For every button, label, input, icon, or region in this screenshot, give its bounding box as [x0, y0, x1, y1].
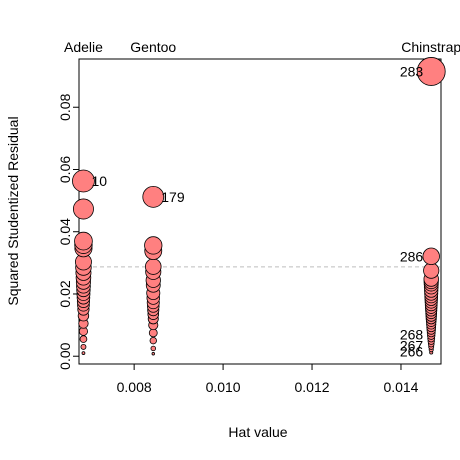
data-point: [150, 345, 156, 352]
plot-frame: [78, 58, 442, 365]
point-label: 179: [161, 189, 185, 205]
x-tick-label: 0.010: [206, 379, 241, 395]
x-tick-label: 0.008: [117, 379, 152, 395]
point-label: 286: [400, 248, 424, 264]
data-point: [81, 351, 86, 355]
data-point: [80, 343, 87, 350]
group-label: Gentoo: [130, 39, 176, 55]
data-point: [149, 336, 157, 345]
y-tick-label: 0.08: [57, 93, 73, 120]
data-point: [145, 258, 162, 275]
group-label: Chinstrap: [401, 39, 460, 55]
point-label: 10: [91, 173, 107, 189]
y-tick-label: 0.00: [57, 342, 73, 369]
data-point: [416, 57, 446, 86]
x-tick-label: 0.012: [295, 379, 330, 395]
point-label: 268: [400, 326, 424, 342]
x-tick-label: 0.014: [383, 379, 418, 395]
point-label: 267: [400, 337, 424, 353]
data-point: [74, 231, 93, 251]
data-point: [79, 335, 88, 343]
data-point: [142, 185, 165, 208]
data-point: [423, 262, 440, 279]
y-tick-label: 0.04: [57, 218, 73, 245]
data-point: [151, 352, 155, 356]
y-axis-title: Squared Studentized Residual: [5, 116, 21, 305]
point-label: 266: [400, 344, 424, 360]
x-axis-title: Hat value: [228, 424, 287, 440]
y-tick-label: 0.02: [57, 280, 73, 307]
point-label: 283: [400, 63, 424, 79]
data-point: [422, 247, 440, 266]
group-label: Adelie: [64, 39, 103, 55]
data-point: [72, 198, 94, 220]
data-point: [144, 236, 163, 255]
y-tick-label: 0.06: [57, 156, 73, 183]
data-point: [72, 169, 95, 193]
